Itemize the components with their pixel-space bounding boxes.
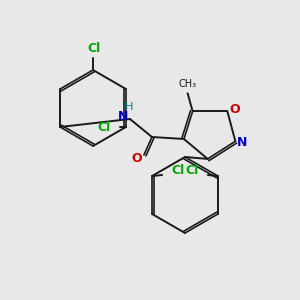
Text: Cl: Cl [172,164,185,178]
Text: H: H [125,102,133,112]
Text: O: O [229,103,240,116]
Text: Cl: Cl [87,41,101,55]
Text: O: O [132,152,142,166]
Text: Cl: Cl [185,164,199,178]
Text: CH₃: CH₃ [178,79,197,89]
Text: N: N [118,110,128,124]
Text: N: N [237,136,248,149]
Text: Cl: Cl [97,121,110,134]
